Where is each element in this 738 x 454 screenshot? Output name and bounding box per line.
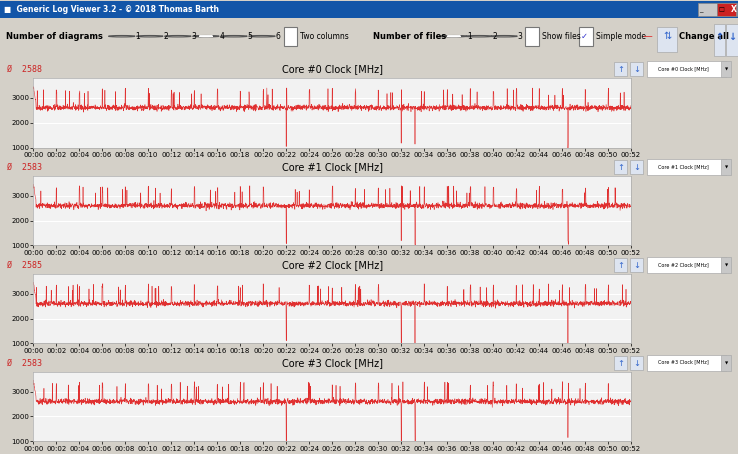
FancyBboxPatch shape: [721, 61, 731, 77]
Text: ↓: ↓: [728, 32, 737, 43]
Text: ▼: ▼: [725, 263, 728, 267]
FancyBboxPatch shape: [646, 257, 725, 273]
FancyBboxPatch shape: [630, 160, 643, 174]
Text: ↑: ↑: [617, 359, 624, 368]
Text: ✓: ✓: [581, 32, 587, 41]
Text: Show files: Show files: [542, 32, 581, 41]
Text: _: _: [699, 7, 703, 14]
Text: ■  Generic Log Viewer 3.2 - © 2018 Thomas Barth: ■ Generic Log Viewer 3.2 - © 2018 Thomas…: [4, 5, 218, 14]
FancyBboxPatch shape: [719, 3, 737, 16]
Text: Core #3 Clock [MHz]: Core #3 Clock [MHz]: [282, 358, 383, 368]
FancyBboxPatch shape: [726, 24, 738, 56]
FancyBboxPatch shape: [717, 3, 736, 16]
Text: ▼: ▼: [725, 165, 728, 169]
Text: 3: 3: [191, 32, 196, 41]
FancyBboxPatch shape: [657, 27, 677, 52]
FancyBboxPatch shape: [646, 61, 725, 77]
FancyBboxPatch shape: [630, 258, 643, 272]
Text: ↓: ↓: [633, 261, 640, 270]
Text: 2: 2: [163, 32, 168, 41]
Text: Number of files: Number of files: [373, 32, 446, 41]
Text: Core #0 Clock [MHz]: Core #0 Clock [MHz]: [658, 66, 708, 71]
FancyBboxPatch shape: [646, 159, 725, 175]
Bar: [284, 27, 297, 45]
Text: Core #1 Clock [MHz]: Core #1 Clock [MHz]: [658, 164, 708, 169]
FancyBboxPatch shape: [614, 62, 627, 76]
FancyBboxPatch shape: [646, 355, 725, 371]
Text: Simple mode: Simple mode: [596, 32, 646, 41]
Text: Ø  2588: Ø 2588: [7, 65, 42, 74]
Circle shape: [441, 35, 467, 37]
FancyBboxPatch shape: [714, 24, 725, 56]
Text: X: X: [731, 5, 737, 14]
Text: Core #2 Clock [MHz]: Core #2 Clock [MHz]: [658, 262, 708, 267]
Text: ↓: ↓: [633, 65, 640, 74]
Text: ▼: ▼: [725, 361, 728, 365]
Text: Two columns: Two columns: [300, 32, 349, 41]
Text: 1: 1: [135, 32, 139, 41]
Text: Core #0 Clock [MHz]: Core #0 Clock [MHz]: [282, 64, 383, 74]
FancyBboxPatch shape: [614, 356, 627, 370]
Text: Ø  2583: Ø 2583: [7, 163, 42, 172]
Text: Core #1 Clock [MHz]: Core #1 Clock [MHz]: [282, 162, 383, 172]
Text: □: □: [718, 7, 724, 12]
FancyBboxPatch shape: [721, 257, 731, 273]
Text: Core #2 Clock [MHz]: Core #2 Clock [MHz]: [282, 260, 383, 270]
Bar: [579, 27, 593, 45]
Circle shape: [199, 36, 213, 37]
Text: ↑: ↑: [617, 261, 624, 270]
Text: ↑: ↑: [715, 32, 724, 43]
FancyBboxPatch shape: [614, 160, 627, 174]
Text: 6: 6: [275, 32, 280, 41]
FancyBboxPatch shape: [630, 62, 643, 76]
Text: ⇅: ⇅: [663, 31, 672, 41]
Text: 2: 2: [492, 32, 497, 41]
Text: 5: 5: [247, 32, 252, 41]
FancyBboxPatch shape: [721, 159, 731, 175]
Text: 4: 4: [219, 32, 224, 41]
Text: —: —: [642, 31, 652, 41]
Circle shape: [447, 36, 461, 37]
Text: ↓: ↓: [633, 359, 640, 368]
Text: ↑: ↑: [617, 65, 624, 74]
FancyBboxPatch shape: [630, 356, 643, 370]
Circle shape: [193, 35, 219, 37]
Bar: [525, 27, 539, 45]
Text: ▼: ▼: [725, 67, 728, 71]
Text: Ø  2585: Ø 2585: [7, 261, 42, 270]
Text: Ø  2583: Ø 2583: [7, 359, 42, 368]
Text: Number of diagrams: Number of diagrams: [6, 32, 103, 41]
FancyBboxPatch shape: [614, 258, 627, 272]
FancyBboxPatch shape: [698, 3, 717, 16]
Text: 3: 3: [517, 32, 523, 41]
Text: Core #3 Clock [MHz]: Core #3 Clock [MHz]: [658, 360, 708, 365]
Text: ↑: ↑: [617, 163, 624, 172]
FancyBboxPatch shape: [721, 355, 731, 371]
Text: 1: 1: [467, 32, 472, 41]
Text: Change all: Change all: [679, 32, 729, 41]
Text: ↓: ↓: [633, 163, 640, 172]
